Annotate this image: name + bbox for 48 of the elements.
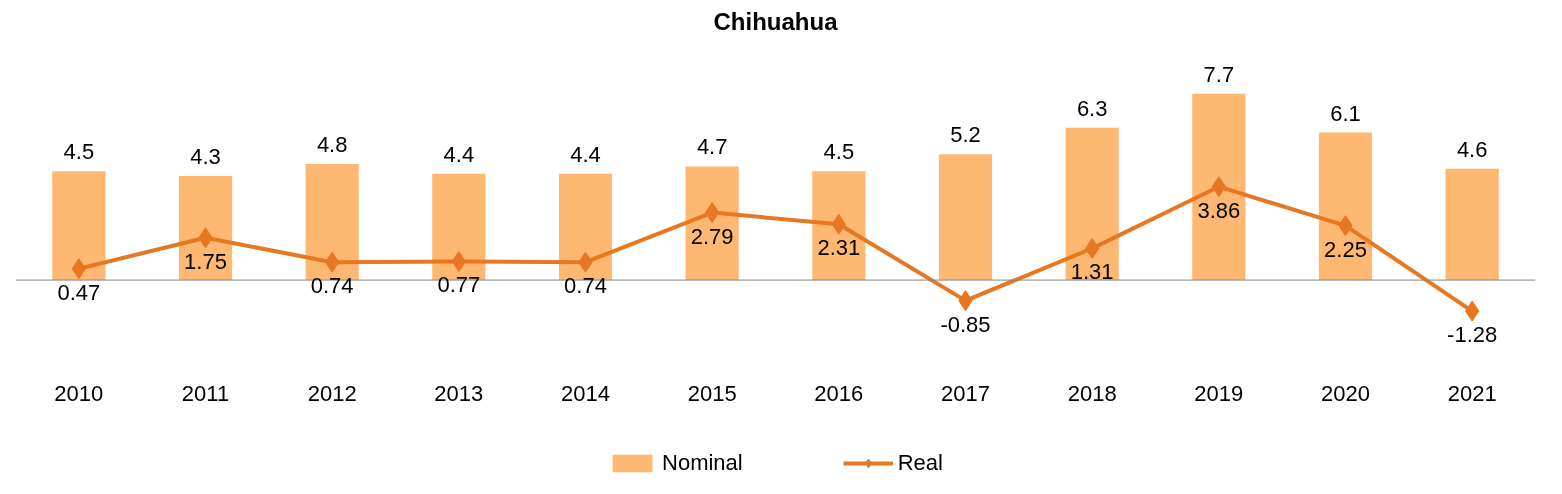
data-label: 4.8 (316, 131, 348, 157)
bar (52, 171, 106, 281)
x-tick-label: 2019 (1194, 381, 1244, 407)
data-label: 6.1 (1330, 100, 1361, 126)
bar (178, 176, 233, 281)
data-label: 5.2 (950, 122, 981, 148)
bar (685, 166, 739, 281)
bar (1318, 132, 1373, 281)
bar (812, 171, 866, 281)
chart-title: Chihuahua (713, 7, 839, 35)
bar (938, 154, 993, 281)
data-label: 2.79 (690, 223, 734, 249)
data-label: -0.85 (940, 311, 991, 337)
x-tick-label: 2014 (561, 381, 610, 407)
data-label: 1.31 (1070, 259, 1114, 285)
x-tick-label: 2010 (54, 381, 104, 407)
legend-label: Nominal (662, 450, 743, 476)
data-label: -1.28 (1447, 322, 1498, 348)
x-tick-label: 2012 (307, 381, 357, 407)
data-label: 3.86 (1197, 197, 1241, 223)
data-label: 4.5 (63, 139, 95, 165)
data-label: 1.75 (184, 248, 227, 274)
x-tick-label: 2015 (687, 381, 737, 407)
x-tick-label: 2016 (814, 381, 864, 407)
data-label: 4.4 (570, 141, 601, 167)
data-label: 4.3 (190, 144, 221, 170)
bar (1445, 168, 1499, 281)
data-label: 4.6 (1456, 136, 1488, 162)
data-label: 2.25 (1324, 236, 1367, 262)
x-tick-label: 2013 (434, 381, 484, 407)
data-label: 6.3 (1076, 95, 1108, 121)
data-label: 0.74 (564, 273, 607, 299)
bar (1192, 93, 1246, 281)
data-label: 4.5 (823, 139, 855, 165)
data-label: 2.31 (817, 235, 861, 261)
x-tick-label: 2021 (1447, 381, 1497, 407)
data-label: 0.77 (437, 272, 481, 298)
data-label: 4.4 (443, 141, 475, 167)
data-label: 0.47 (57, 279, 101, 305)
x-tick-label: 2011 (181, 381, 230, 407)
x-tick-label: 2020 (1321, 381, 1370, 407)
data-label: 7.7 (1203, 61, 1235, 87)
x-tick-label: 2018 (1067, 381, 1117, 407)
data-label: 4.7 (696, 134, 728, 160)
bar (1065, 127, 1119, 281)
data-label: 0.74 (310, 273, 354, 299)
legend-label: Real (897, 450, 943, 476)
x-tick-label: 2017 (941, 381, 990, 407)
